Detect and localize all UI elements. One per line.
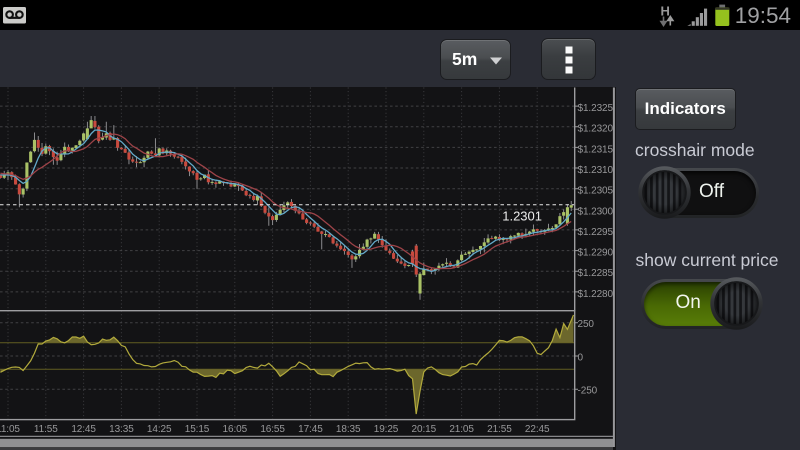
- svg-text:16:05: 16:05: [223, 424, 248, 435]
- svg-text:$1.2295: $1.2295: [578, 227, 614, 238]
- svg-text:1.2301: 1.2301: [502, 209, 542, 224]
- svg-text:11:05: 11:05: [0, 424, 20, 435]
- svg-text:13:35: 13:35: [109, 424, 134, 435]
- svg-text:15:15: 15:15: [185, 424, 210, 435]
- svg-text:16:55: 16:55: [260, 424, 285, 435]
- svg-text:18:35: 18:35: [336, 424, 361, 435]
- svg-text:20:15: 20:15: [412, 424, 437, 435]
- svg-text:-250: -250: [578, 386, 598, 397]
- svg-text:250: 250: [578, 319, 595, 330]
- svg-text:21:05: 21:05: [449, 424, 474, 435]
- svg-text:$1.2305: $1.2305: [578, 186, 614, 197]
- svg-text:17:45: 17:45: [298, 424, 323, 435]
- svg-text:$1.2320: $1.2320: [578, 124, 614, 135]
- svg-text:19:25: 19:25: [374, 424, 399, 435]
- svg-text:$1.2300: $1.2300: [578, 206, 614, 217]
- svg-text:H: H: [661, 4, 670, 19]
- svg-text:$1.2310: $1.2310: [578, 165, 614, 176]
- svg-text:11:55: 11:55: [34, 424, 58, 435]
- svg-text:$1.2325: $1.2325: [578, 103, 614, 114]
- svg-text:21:55: 21:55: [487, 424, 512, 435]
- svg-text:12:45: 12:45: [71, 424, 96, 435]
- svg-text:$1.2315: $1.2315: [578, 144, 614, 155]
- svg-text:$1.2285: $1.2285: [578, 268, 614, 279]
- svg-text:14:25: 14:25: [147, 424, 172, 435]
- svg-text:22:45: 22:45: [525, 424, 550, 435]
- svg-text:$1.2290: $1.2290: [578, 248, 614, 259]
- svg-text:0: 0: [578, 352, 584, 363]
- svg-text:19:54: 19:54: [735, 3, 791, 28]
- svg-text:$1.2280: $1.2280: [578, 289, 614, 300]
